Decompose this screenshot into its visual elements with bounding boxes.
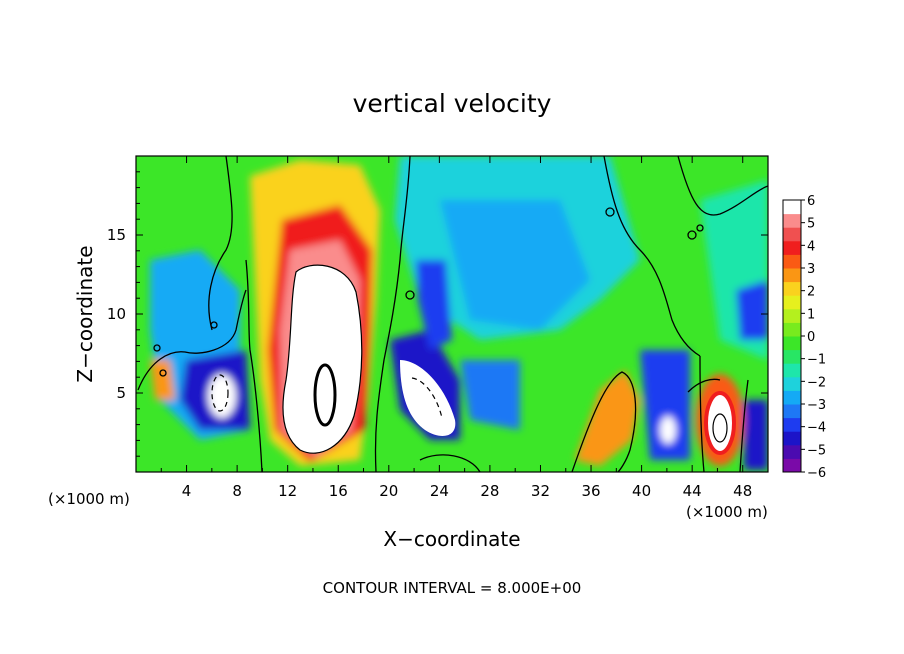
field-patch <box>575 370 640 466</box>
downdraft-core <box>400 360 456 436</box>
contour-line <box>603 156 701 357</box>
y-tick-label: 10 <box>107 305 126 323</box>
field-patch <box>416 260 452 350</box>
contour-line <box>419 454 481 472</box>
field-patch <box>460 360 520 430</box>
colorbar-label: 6 <box>807 194 815 209</box>
colorbar-label: 0 <box>807 330 815 345</box>
colorbar: 6 5 4 3 2 1 0 −1 −2 −3 −4 −5 −6 <box>782 194 826 481</box>
colorbar-label: 2 <box>807 285 815 300</box>
colorbar-swatch <box>783 281 801 296</box>
contour-line <box>605 207 615 217</box>
colorbar-swatch <box>783 336 801 351</box>
colorbar-swatch <box>783 240 801 255</box>
colorbar-label: −1 <box>807 353 826 368</box>
x-unit-right: (×1000 m) <box>686 503 768 521</box>
chart-title: vertical velocity <box>353 89 552 118</box>
contour-line <box>374 156 411 472</box>
x-tick-label: 36 <box>581 482 600 500</box>
colorbar-label: 1 <box>807 307 815 322</box>
colorbar-swatch <box>783 390 801 405</box>
contour-line <box>211 374 229 412</box>
colorbar-label: −2 <box>807 375 826 390</box>
contour-line <box>245 259 263 472</box>
contour-line <box>137 289 247 391</box>
colorbar-swatch <box>783 376 801 391</box>
colorbar-swatch <box>783 404 801 419</box>
colorbar-swatch <box>783 295 801 310</box>
x-tick-label: 44 <box>683 482 702 500</box>
colorbar-swatch <box>783 322 801 337</box>
colorbar-swatch <box>783 349 801 364</box>
contour-line <box>739 379 749 472</box>
colorbar-label: 4 <box>807 239 815 254</box>
contour-line <box>571 371 637 472</box>
colorbar-swatch <box>783 444 801 459</box>
x-tick-label: 20 <box>379 482 398 500</box>
zero-contours <box>137 156 768 472</box>
colorbar-label: −3 <box>807 398 826 413</box>
contour-line <box>208 156 233 331</box>
colorbar-label: −4 <box>807 421 826 436</box>
contour-line <box>699 355 705 472</box>
field-patch <box>660 416 676 444</box>
field-patch <box>640 350 690 460</box>
colorbar-swatch <box>783 213 801 228</box>
contour-line <box>313 363 337 427</box>
y-axis-label: Z−coordinate <box>73 245 97 382</box>
colorbar-label: −6 <box>807 466 826 481</box>
contour-line <box>153 344 161 352</box>
contour-line <box>210 321 218 329</box>
colorbar-swatch <box>783 417 801 432</box>
colorbar-swatch <box>783 458 801 473</box>
field-patch <box>744 400 768 470</box>
contour-line <box>696 224 704 232</box>
colorbar-swatch <box>783 227 801 242</box>
contour-line <box>677 156 768 216</box>
contour-line <box>712 413 728 443</box>
x-tick-label: 24 <box>430 482 449 500</box>
colorbar-swatch <box>783 254 801 269</box>
colorbar-label: 5 <box>807 217 815 232</box>
contour-line <box>159 369 167 377</box>
x-tick-label: 40 <box>632 482 651 500</box>
y-ticks: 5 10 15 <box>107 171 768 457</box>
colorbar-swatch <box>783 431 801 446</box>
x-axis-label: X−coordinate <box>383 527 520 551</box>
x-tick-label: 32 <box>531 482 550 500</box>
x-tick-label: 12 <box>278 482 297 500</box>
colorbar-swatch <box>783 268 801 283</box>
colorbar-label: 3 <box>807 262 815 277</box>
field-patch <box>150 360 175 400</box>
colorbar-swatch <box>783 363 801 378</box>
colorbar-swatch <box>783 308 801 323</box>
field-patch <box>736 280 768 340</box>
heatmap-plot <box>136 156 768 472</box>
updraft-core <box>704 391 736 455</box>
updraft-core <box>282 264 363 454</box>
contour-interval-note: CONTOUR INTERVAL = 8.000E+00 <box>323 579 582 597</box>
x-tick-label: 8 <box>232 482 242 500</box>
x-tick-label: 28 <box>480 482 499 500</box>
y-tick-label: 5 <box>116 384 126 402</box>
field-patch <box>440 200 590 330</box>
x-tick-label: 4 <box>182 482 192 500</box>
contour-line <box>405 290 415 300</box>
x-ticks: 4 8 12 16 20 24 28 32 36 40 44 48 <box>160 156 752 500</box>
x-tick-label: 48 <box>733 482 752 500</box>
x-unit-left: (×1000 m) <box>48 490 130 508</box>
x-tick-label: 16 <box>329 482 348 500</box>
y-tick-label: 15 <box>107 226 126 244</box>
colorbar-label: −5 <box>807 443 826 458</box>
colorbar-swatch <box>783 200 801 215</box>
contour-line <box>687 378 721 393</box>
contour-line <box>687 230 697 240</box>
contour-line <box>411 377 443 419</box>
